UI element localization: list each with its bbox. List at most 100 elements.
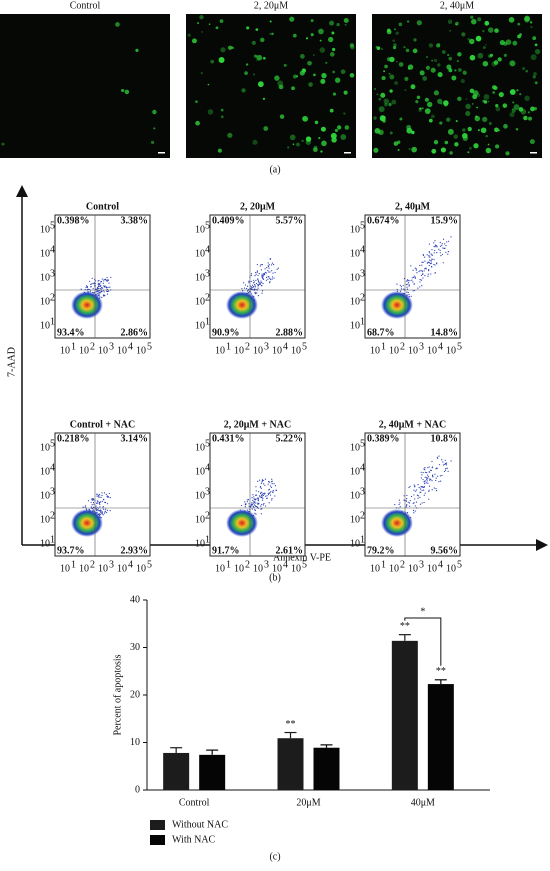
event <box>258 491 260 493</box>
cell <box>430 114 435 119</box>
event <box>242 290 244 292</box>
event <box>244 506 246 508</box>
event <box>90 286 92 288</box>
event <box>424 268 426 270</box>
event <box>426 478 428 481</box>
cell <box>491 85 497 90</box>
event <box>250 291 252 293</box>
event <box>264 271 266 274</box>
event <box>415 501 418 503</box>
event <box>261 479 264 481</box>
tick-exponent: 1 <box>226 341 231 352</box>
cell <box>457 68 462 72</box>
tick-base: 10 <box>253 563 263 574</box>
cell <box>483 94 490 100</box>
event <box>248 505 250 507</box>
event <box>426 480 428 482</box>
event <box>417 287 419 289</box>
event <box>90 283 92 285</box>
event <box>434 245 436 248</box>
event <box>428 252 431 254</box>
x-tick-label: 20μM <box>296 797 320 808</box>
cell <box>419 70 425 76</box>
tick-exponent: 3 <box>205 268 210 279</box>
event <box>267 275 269 278</box>
cell <box>454 142 459 147</box>
cell <box>503 53 507 57</box>
event <box>260 513 262 515</box>
event <box>429 479 431 481</box>
event <box>268 481 271 483</box>
event <box>102 514 104 516</box>
cell <box>530 106 535 112</box>
event <box>413 283 415 285</box>
event <box>432 474 434 476</box>
tick-base: 10 <box>234 345 244 356</box>
cell <box>509 60 516 67</box>
event <box>260 494 263 496</box>
cell <box>269 32 272 35</box>
event <box>269 494 272 496</box>
event <box>99 494 101 496</box>
cell <box>424 108 431 115</box>
tick-base: 10 <box>195 442 205 453</box>
cell <box>308 82 313 87</box>
event <box>96 502 98 504</box>
event <box>427 476 429 478</box>
tick-exponent: 2 <box>400 341 405 352</box>
cell <box>307 60 312 66</box>
tick-base: 10 <box>350 538 360 549</box>
event <box>429 259 431 261</box>
cell <box>292 143 295 146</box>
event <box>260 505 262 507</box>
event <box>96 495 98 497</box>
event <box>106 280 108 282</box>
plot-title: Control + NAC <box>70 419 136 430</box>
tick-exponent: 5 <box>205 220 210 231</box>
cell <box>187 33 191 37</box>
density <box>381 291 413 319</box>
caption: (b) <box>269 572 281 583</box>
quadrant-value: 14.8% <box>431 327 459 338</box>
tick-exponent: 5 <box>147 341 152 352</box>
event <box>429 262 431 264</box>
event <box>91 498 93 500</box>
event <box>261 496 263 498</box>
event <box>439 241 441 244</box>
event <box>106 276 108 279</box>
event <box>421 271 423 273</box>
event <box>101 492 103 494</box>
event <box>267 262 269 264</box>
event <box>256 263 258 266</box>
cell <box>263 126 269 131</box>
cell <box>241 88 246 93</box>
event <box>253 504 255 506</box>
event <box>423 494 425 496</box>
cell <box>524 95 530 102</box>
event <box>427 273 429 275</box>
cell <box>244 71 248 76</box>
event <box>254 283 256 286</box>
event <box>433 252 435 254</box>
event <box>427 474 429 476</box>
event <box>439 249 441 252</box>
tick-exponent: 4 <box>283 341 288 352</box>
event <box>430 273 432 275</box>
event <box>436 467 438 469</box>
tick-base: 10 <box>40 224 50 235</box>
event <box>428 471 431 473</box>
quadrant-value: 10.8% <box>431 433 459 444</box>
cell <box>343 90 348 95</box>
event <box>427 261 430 263</box>
event <box>109 510 111 512</box>
tick-base: 10 <box>40 514 50 525</box>
event <box>438 248 440 250</box>
event <box>431 467 433 469</box>
cell <box>1 142 5 146</box>
tick-exponent: 4 <box>360 462 365 473</box>
tick-base: 10 <box>117 345 127 356</box>
cell <box>384 64 388 69</box>
event <box>98 503 100 505</box>
cell <box>395 31 399 35</box>
event <box>434 240 436 242</box>
